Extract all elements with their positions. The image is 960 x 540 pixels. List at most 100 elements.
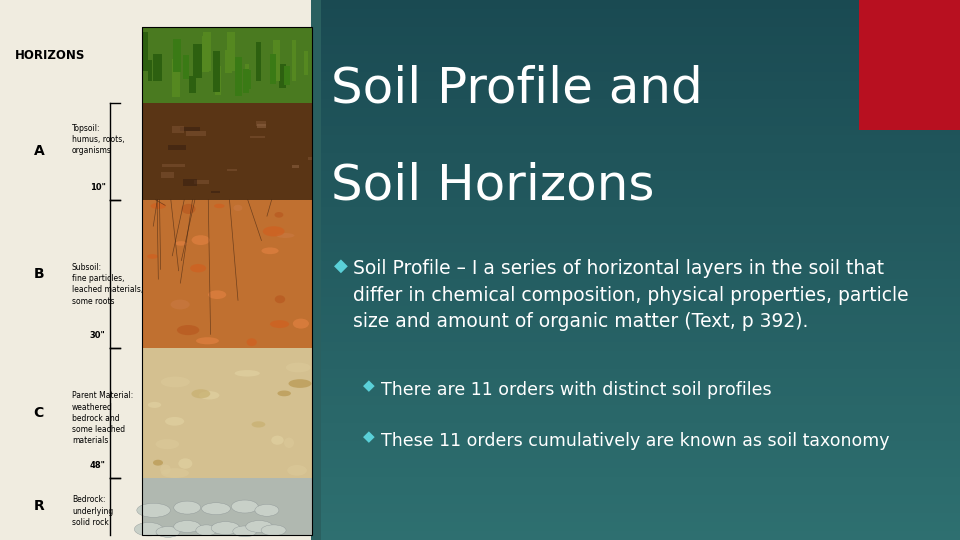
Ellipse shape [177,325,200,335]
Bar [317,324,960,333]
Bar [317,288,960,297]
Text: These 11 orders cumulatively are known as soil taxonomy: These 11 orders cumulatively are known a… [381,432,890,450]
Ellipse shape [192,235,210,245]
Ellipse shape [261,247,278,254]
Ellipse shape [153,460,163,465]
Ellipse shape [252,421,265,428]
Text: R: R [34,500,44,513]
Text: A: A [34,144,44,158]
Text: ◆: ◆ [363,429,374,444]
Bar [180,127,200,131]
Text: Bedrock:
underlying
solid rock: Bedrock: underlying solid rock [72,496,113,526]
Bar [317,450,960,459]
Ellipse shape [247,338,257,346]
Bar [317,423,960,432]
Bar [317,342,960,351]
Bar [317,18,960,27]
Ellipse shape [161,468,189,478]
Bar [317,351,960,360]
Bar [317,117,960,126]
Bar [317,333,960,342]
Bar [317,63,960,72]
Bar [317,27,960,36]
Bar [189,76,196,93]
Ellipse shape [233,205,242,211]
Bar [235,57,242,96]
Bar [142,27,312,535]
Bar [317,360,960,369]
Bar [317,378,960,387]
Bar [317,234,960,243]
Ellipse shape [196,337,219,345]
Bar [227,169,237,171]
Bar [186,131,206,136]
Ellipse shape [286,363,311,373]
Ellipse shape [272,436,283,445]
Bar [317,531,960,540]
Bar [317,45,960,54]
Bar [317,135,960,144]
Text: HORIZONS: HORIZONS [14,49,84,62]
Ellipse shape [255,504,278,516]
Bar [250,136,265,138]
Bar [317,396,960,405]
Ellipse shape [196,525,217,536]
Bar [317,162,960,171]
Ellipse shape [287,465,307,476]
Ellipse shape [275,295,285,303]
Bar [317,369,960,378]
Text: Soil Profile – I a series of horizontal layers in the soil that
differ in chemic: Soil Profile – I a series of horizontal … [353,259,909,331]
Bar [226,50,231,73]
Bar [142,200,312,348]
Bar [182,179,197,186]
Bar [311,0,321,540]
Ellipse shape [148,402,161,408]
Bar [308,157,314,160]
Ellipse shape [202,503,230,515]
Bar [317,306,960,315]
Ellipse shape [165,417,184,426]
Text: Soil Profile and: Soil Profile and [331,65,703,113]
Bar [317,36,960,45]
Bar [256,120,266,126]
Bar [317,459,960,468]
Bar [317,225,960,234]
Bar [182,55,189,79]
Text: 10": 10" [89,183,106,192]
Bar [273,39,280,81]
Ellipse shape [289,379,311,388]
Bar [148,60,152,81]
Bar [168,145,186,151]
Bar [317,387,960,396]
Ellipse shape [284,437,294,448]
Bar [317,414,960,423]
Bar [215,66,221,94]
Bar [142,103,312,200]
Bar [213,51,220,92]
Bar [304,51,308,76]
Ellipse shape [275,212,283,218]
Bar [317,207,960,216]
Bar [317,153,960,162]
Ellipse shape [246,521,273,532]
Bar [245,64,249,80]
Ellipse shape [276,233,295,238]
Bar [317,81,960,90]
Bar [317,54,960,63]
Bar [270,53,276,84]
Ellipse shape [214,204,225,208]
Ellipse shape [174,521,201,532]
Bar [317,441,960,450]
Bar [255,42,260,81]
Bar [172,126,184,133]
Bar [317,315,960,324]
Text: There are 11 orders with distinct soil profiles: There are 11 orders with distinct soil p… [381,381,772,399]
Text: Subsoil:
fine particles,
leached materials,
some roots: Subsoil: fine particles, leached materia… [72,263,143,306]
Bar [317,432,960,441]
Bar [317,90,960,99]
Bar [317,252,960,261]
Ellipse shape [199,391,220,400]
Ellipse shape [134,523,163,536]
Ellipse shape [233,526,257,537]
Bar [245,70,252,89]
